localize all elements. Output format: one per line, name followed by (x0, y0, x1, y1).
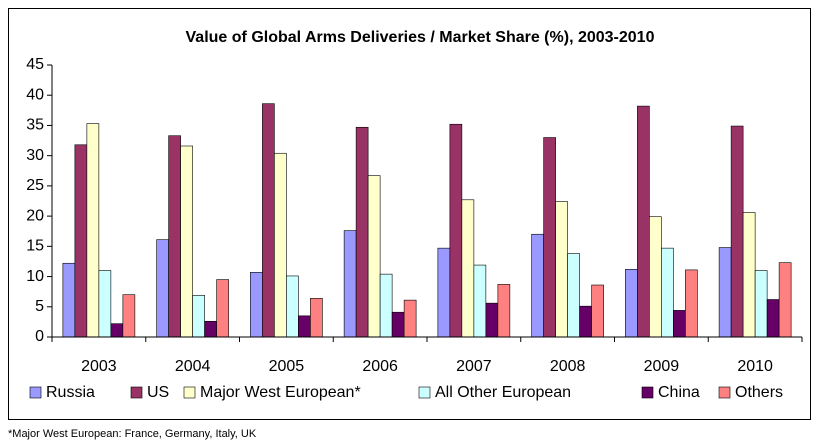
bar (485, 302, 499, 338)
bar (555, 201, 568, 338)
y-tick-label: 15 (26, 238, 44, 255)
bar (310, 298, 323, 338)
bar (625, 269, 638, 338)
y-tick-label: 5 (35, 298, 44, 315)
legend-label: All Other European (435, 384, 571, 401)
legend-swatch (183, 386, 196, 399)
bar (461, 199, 475, 338)
bar (204, 320, 217, 338)
bar (437, 247, 451, 338)
bar (531, 233, 544, 338)
legend-swatch (29, 386, 42, 399)
legend-swatch (718, 386, 731, 399)
bar (497, 284, 511, 338)
x-tick-label: 2010 (737, 358, 773, 375)
x-tick-label: 2003 (81, 358, 117, 375)
legend-label: China (658, 384, 700, 401)
bar (649, 216, 662, 338)
x-tick-label: 2009 (644, 358, 680, 375)
bar (742, 212, 756, 338)
bar (718, 247, 732, 338)
bar (180, 145, 193, 338)
x-tick-label: 2007 (456, 358, 492, 375)
bar (449, 123, 463, 338)
chart-frame (8, 8, 811, 420)
y-tick-label: 40 (26, 86, 44, 103)
bar (543, 137, 556, 338)
y-tick-label: 45 (26, 56, 44, 73)
bar (579, 305, 592, 338)
legend-label: Russia (46, 384, 95, 401)
legend-label: Others (735, 384, 783, 401)
bar (286, 275, 299, 338)
bar (778, 262, 792, 338)
bar (754, 270, 768, 338)
bar (343, 230, 357, 338)
legend-swatch (641, 386, 654, 399)
bar (391, 311, 405, 338)
bar (685, 269, 698, 338)
bar (473, 264, 487, 338)
legend-label: US (147, 384, 169, 401)
x-tick-label: 2004 (175, 358, 211, 375)
bar (567, 253, 580, 338)
bar (730, 125, 744, 338)
bar (122, 294, 136, 338)
footnote: *Major West European: France, Germany, I… (8, 428, 257, 440)
bar (661, 247, 674, 338)
chart-title: Value of Global Arms Deliveries / Market… (186, 29, 655, 46)
bar (355, 126, 369, 338)
y-tick-label: 30 (26, 147, 44, 164)
bar (192, 294, 205, 338)
y-tick-label: 10 (26, 268, 44, 285)
x-tick-label: 2005 (269, 358, 305, 375)
bar (379, 273, 393, 338)
bar (74, 144, 88, 338)
bar (591, 284, 604, 338)
bar (403, 299, 417, 338)
bar (86, 123, 100, 338)
y-tick-label: 25 (26, 177, 44, 194)
bar (637, 105, 650, 338)
bar (367, 175, 381, 338)
bar (298, 315, 311, 338)
bar (110, 323, 124, 338)
y-tick-label: 20 (26, 207, 44, 224)
bar (168, 135, 181, 338)
bar (216, 279, 229, 338)
bar (250, 272, 263, 338)
x-tick-label: 2006 (362, 358, 398, 375)
bar (262, 103, 275, 338)
bar (98, 270, 112, 338)
legend-swatch (418, 386, 431, 399)
y-tick-label: 35 (26, 117, 44, 134)
bar (156, 239, 169, 338)
bar (766, 299, 780, 338)
y-tick-label: 0 (35, 328, 44, 345)
bar (62, 262, 76, 338)
legend-swatch (130, 386, 143, 399)
legend-label: Major West European* (200, 384, 361, 401)
bar (673, 310, 686, 338)
bar (274, 152, 287, 338)
x-tick-label: 2008 (550, 358, 586, 375)
